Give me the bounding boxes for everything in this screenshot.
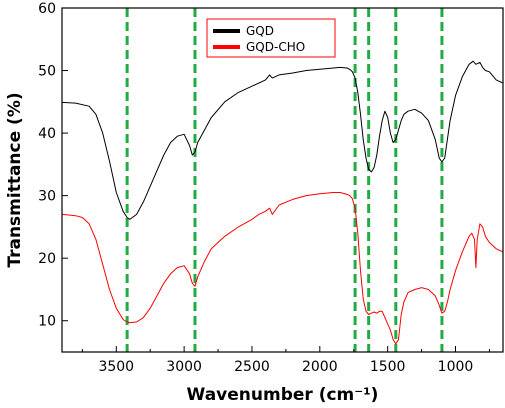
plot-area-border (61, 7, 504, 353)
x-tick-label: 2500 (234, 359, 270, 375)
y-tick-label: 50 (38, 64, 56, 80)
x-tick-label: 3000 (166, 359, 202, 375)
legend-box (206, 18, 336, 58)
y-tick-label: 30 (38, 189, 56, 205)
x-axis-title: Wavenumber (cm⁻¹) (187, 385, 379, 405)
series-line-2 (61, 192, 504, 345)
x-tick-label: 2000 (302, 359, 338, 375)
plot-frame (61, 7, 504, 353)
x-tick-label: 3500 (98, 359, 134, 375)
series-line-1 (61, 60, 504, 220)
y-axis-title: Transmittance (%) (5, 92, 25, 267)
x-ticks: 3500 3000 2500 2000 1500 1000 (81, 346, 490, 375)
series-layer (61, 60, 504, 345)
legend-label: GQD (246, 24, 274, 38)
y-ticks: 10 20 30 40 50 60 (38, 1, 68, 330)
reference-lines (125, 8, 444, 352)
y-tick-label: 60 (38, 1, 56, 17)
x-tick-label: 1500 (370, 359, 406, 375)
x-tick-label: 1000 (438, 359, 474, 375)
legend: GQD GQD-CHO (206, 18, 336, 58)
y-tick-label: 40 (38, 126, 56, 142)
y-tick-label: 10 (38, 314, 56, 330)
legend-label: GQD-CHO (246, 40, 305, 54)
y-tick-label: 20 (38, 251, 56, 267)
